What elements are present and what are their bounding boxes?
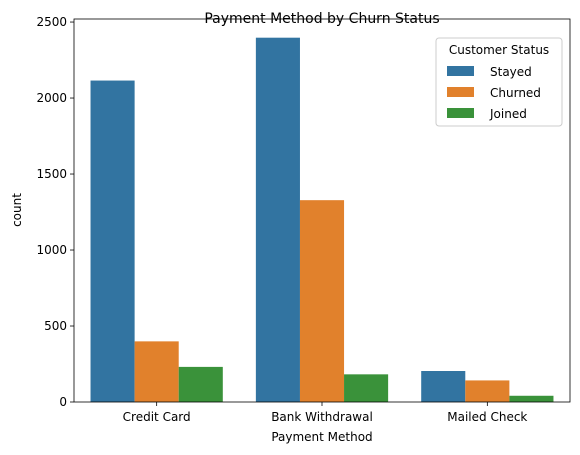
y-tick-label: 1500: [36, 167, 67, 181]
y-tick-label: 0: [59, 395, 67, 409]
bar-stayed-mailed-check: [421, 371, 466, 402]
y-tick-label: 500: [44, 319, 67, 333]
legend-items: Stayed Churned Joined: [447, 65, 541, 121]
plot-area-frame: [73, 18, 571, 403]
x-axis-title: Payment Method: [271, 430, 372, 444]
legend-swatch-joined: [447, 108, 474, 118]
x-tick-label: Mailed Check: [447, 410, 527, 424]
x-tick-label: Bank Withdrawal: [271, 410, 373, 424]
legend: Customer Status Stayed Churned Joined: [435, 37, 563, 127]
legend-swatch-stayed: [447, 66, 474, 76]
bars-layer: [90, 37, 554, 403]
bar-stayed-bank-withdrawal: [255, 37, 300, 402]
bar-churned-mailed-check: [465, 380, 510, 402]
legend-swatch-churned: [447, 87, 474, 97]
legend-label-joined: Joined: [489, 107, 527, 121]
bar-stayed-credit-card: [90, 80, 135, 403]
y-tick-label: 1000: [36, 243, 67, 257]
x-tick-label: Credit Card: [123, 410, 191, 424]
bar-joined-credit-card: [178, 366, 223, 402]
bar-joined-bank-withdrawal: [344, 374, 389, 402]
bar-joined-mailed-check: [509, 395, 554, 402]
y-tick-label: 2500: [36, 15, 67, 29]
y-tick-label: 2000: [36, 91, 67, 105]
legend-label-stayed: Stayed: [490, 65, 532, 79]
y-axis-title: count: [10, 193, 24, 227]
bar-churned-bank-withdrawal: [299, 200, 345, 402]
x-axis: Credit Card Bank Withdrawal Mailed Check: [123, 402, 527, 424]
legend-box: [435, 37, 563, 127]
y-axis: 0 500 1000 1500 2000 2500: [36, 15, 74, 409]
legend-title: Customer Status: [449, 43, 549, 57]
legend-label-churned: Churned: [490, 86, 541, 100]
bar-churned-credit-card: [134, 341, 179, 402]
